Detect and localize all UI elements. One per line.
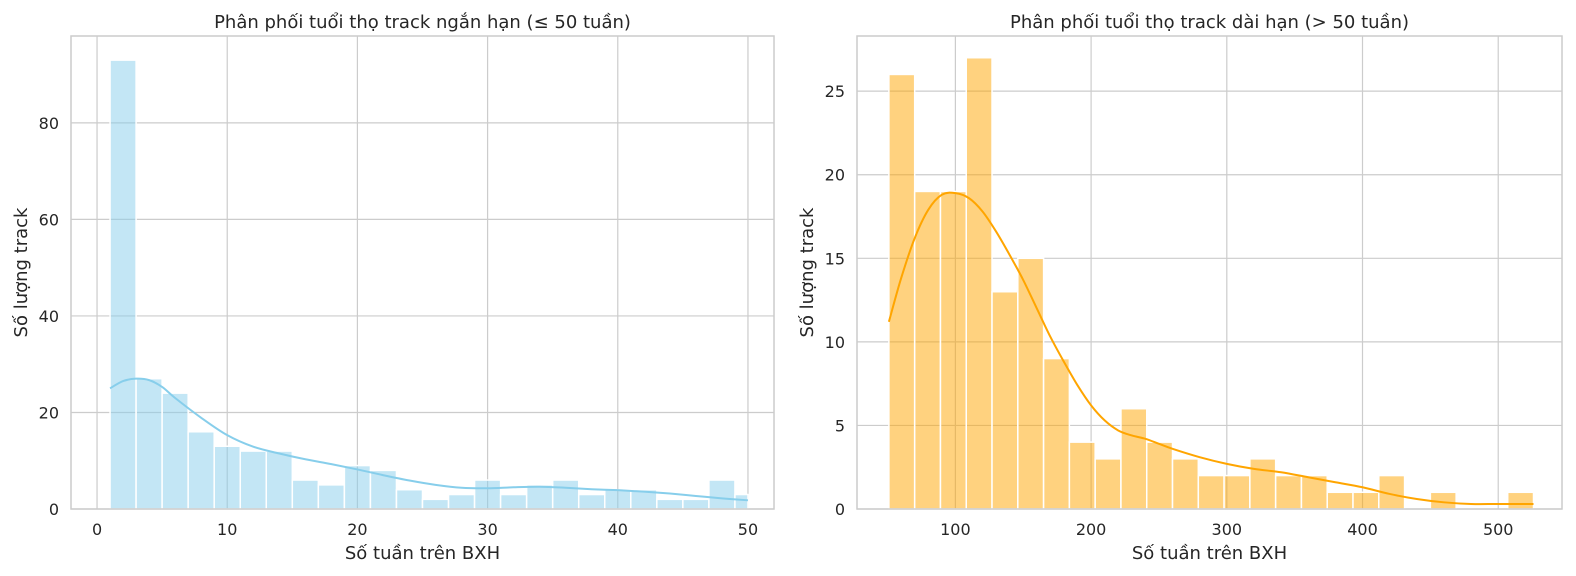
x-tick-label: 20 [347,520,367,539]
histogram-bar [1094,458,1122,510]
histogram-bar [343,464,372,510]
histogram-bar [1017,257,1045,510]
histogram-bar [421,498,450,510]
histogram-bar [1171,458,1200,510]
y-tick-label: 20 [825,166,845,185]
x-tick-label: 0 [92,520,102,539]
x-tick-label: 300 [1212,520,1243,539]
histogram-bar [1249,458,1277,510]
histogram-bar [473,479,502,510]
histogram-bar [161,392,189,510]
axes-frame [70,35,775,510]
histogram-bar [577,493,606,510]
x-tick-label: 100 [940,520,971,539]
x-tick-label: 50 [738,520,758,539]
histogram-bar [1197,474,1225,510]
histogram-bar [291,479,320,510]
histogram-bar [1506,491,1535,510]
y-tick-label: 20 [39,403,59,422]
y-tick-label: 60 [39,210,59,229]
histogram-bar [1068,441,1096,510]
histogram-bar [499,493,528,510]
y-tick-label: 15 [825,249,845,268]
histogram-bar [265,450,294,510]
y-axis-label: Số lượng track [11,207,32,338]
histogram-bar [939,190,967,510]
histogram-bar [1145,441,1174,510]
histogram-bar [213,445,241,510]
histogram-bar [991,290,1019,510]
histogram-bar [1223,474,1251,510]
histogram-bar [1120,407,1148,510]
histogram-bar [109,59,137,510]
chart-title: Phân phối tuổi thọ track ngắn hạn (≤ 50 … [214,12,631,33]
x-tick-label: 200 [1076,520,1107,539]
chart-title: Phân phối tuổi thọ track dài hạn (> 50 t… [1010,12,1409,33]
histogram-bar [239,450,268,510]
histogram-bar [656,498,684,510]
histogram-bar [913,190,942,510]
y-tick-label: 40 [39,307,59,326]
histogram-bar [187,431,215,510]
histogram-bar [447,493,476,510]
histogram-short-term: 0 10 20 30 40 50 0 20 40 60 80 Phân phối tuổi thọ t… [11,12,775,564]
x-tick-label: 10 [217,520,237,539]
y-tick-label: 0 [49,500,59,519]
x-tick-label: 40 [608,520,628,539]
histogram-bar [551,479,580,510]
x-axis-label: Số tuần trên BXH [345,543,500,564]
histogram-long-term: 100 200 300 400 500 0 5 10 15 20 25 Phân phối tuổi … [797,12,1563,564]
histogram-bar [317,484,346,510]
histogram-bar [1352,491,1380,510]
histogram-bar [682,498,710,510]
histogram-bar [734,493,749,510]
histogram-bar [708,479,736,510]
histogram-bar [965,56,993,510]
y-axis-label: Số lượng track [797,207,818,338]
y-tick-label: 0 [835,500,845,519]
kde-curve [887,191,1534,506]
x-tick-label: 400 [1347,520,1378,539]
x-tick-label: 30 [477,520,497,539]
y-tick-label: 25 [825,82,845,101]
histogram-bar [395,488,424,510]
histogram-bar [604,488,632,510]
y-tick-label: 5 [835,416,845,435]
x-axis-label: Số tuần trên BXH [1132,543,1287,564]
histogram-bar [1042,357,1071,510]
histogram-bar [525,484,554,510]
x-tick-label: 500 [1483,520,1514,539]
y-tick-label: 80 [39,114,59,133]
histogram-bar [135,377,163,510]
y-tick-label: 10 [825,333,845,352]
axes-frame [856,35,1563,510]
histogram-bar [888,73,916,510]
histogram-bar [1326,491,1354,510]
kde-curve [109,377,749,502]
histogram-bar [1274,474,1303,510]
